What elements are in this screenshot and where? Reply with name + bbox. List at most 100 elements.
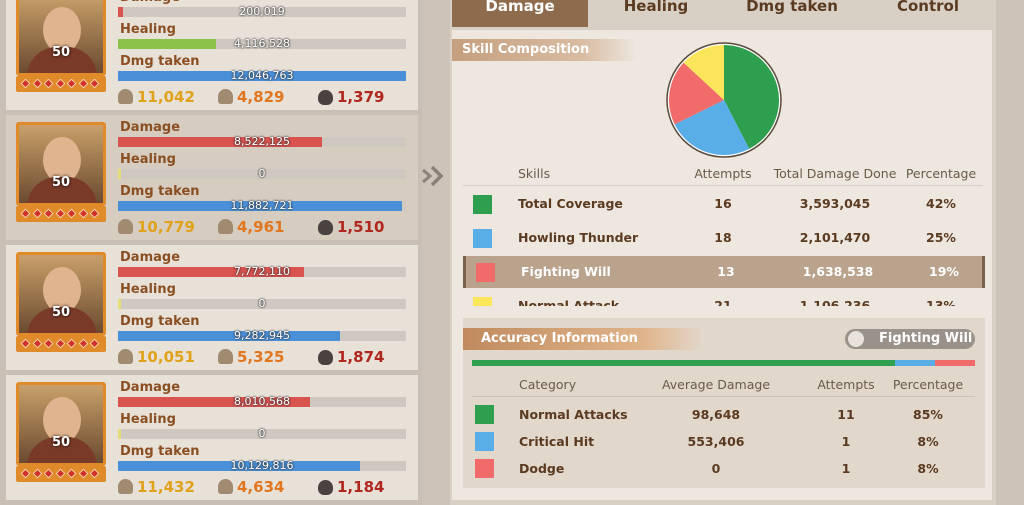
star-icon <box>43 338 54 349</box>
bar-value: 0 <box>258 297 266 310</box>
cell: 8% <box>917 461 939 476</box>
star-icon <box>89 468 100 479</box>
commander-level: 50 <box>51 435 71 450</box>
stat-icon <box>318 350 333 365</box>
stat-value: 10,779 <box>137 218 195 236</box>
color-swatch <box>473 195 492 214</box>
pie-slice <box>724 45 779 149</box>
column-header: Total Damage Done <box>773 166 897 181</box>
pie-chart <box>666 42 782 158</box>
star-row <box>16 466 106 482</box>
commander-card[interactable]: 50 Damage 8,522,125 Healing 0 Dmg taken 11,882… <box>6 115 418 240</box>
cell: Fighting Will <box>521 264 611 279</box>
cell: 11 <box>837 407 855 422</box>
bar-track <box>118 39 406 49</box>
star-icon <box>89 208 100 219</box>
bar-fill <box>118 267 304 277</box>
star-icon <box>32 78 42 89</box>
cell: 18 <box>714 230 732 245</box>
tab[interactable]: Healing <box>623 0 689 15</box>
bar-fill <box>118 397 310 407</box>
section-header: Accuracy Information <box>463 328 703 350</box>
bar-fill <box>118 461 361 471</box>
header-divider <box>463 185 983 186</box>
cell: Critical Hit <box>519 434 595 449</box>
portrait-head <box>43 7 81 53</box>
cell: 1 <box>841 461 851 476</box>
bar-value: 11,882,721 <box>230 199 294 212</box>
bar-value: 7,772,110 <box>234 265 290 278</box>
stat-label: Dmg taken <box>120 54 200 69</box>
stat-icon <box>118 349 133 364</box>
next-arrow[interactable] <box>420 161 450 191</box>
portrait-head <box>43 267 81 313</box>
cell: 85% <box>913 407 943 422</box>
commander-card[interactable]: 50 Damage 7,772,110 Healing 0 Dmg taken 9,282,… <box>6 245 418 370</box>
commander-card[interactable]: 50 Damage 200,019 Healing 4,116,528 Dmg taken… <box>6 0 418 110</box>
bar-fill <box>118 299 121 309</box>
cell: 8% <box>917 434 939 449</box>
star-icon <box>20 338 31 349</box>
color-swatch <box>476 263 495 282</box>
pie-slice <box>674 100 750 155</box>
star-icon <box>66 208 77 219</box>
tab[interactable]: Damage <box>452 0 588 27</box>
stat-icon <box>118 479 133 494</box>
bar-value: 4,116,528 <box>234 37 290 50</box>
color-swatch <box>475 432 494 451</box>
bar-fill <box>118 137 322 147</box>
color-swatch <box>473 229 492 248</box>
cell: Normal Attack <box>518 298 620 306</box>
star-icon <box>55 468 65 479</box>
star-icon <box>55 208 65 219</box>
stat-label: Damage <box>120 250 181 265</box>
cell: 25% <box>926 230 956 245</box>
skill-row[interactable]: Howling Thunder 18 2,101,470 25% <box>463 222 985 254</box>
tab[interactable]: Dmg taken <box>746 0 838 15</box>
cell: 1,638,538 <box>802 264 874 279</box>
bar-fill <box>118 331 340 341</box>
bar-fill <box>118 201 403 211</box>
cell: 553,406 <box>687 434 745 449</box>
column-header: Skills <box>518 166 551 181</box>
bar-fill <box>118 71 406 81</box>
star-row <box>16 336 106 352</box>
cell: Dodge <box>519 461 565 476</box>
cell: 2,101,470 <box>799 230 871 245</box>
star-icon <box>78 208 88 219</box>
star-icon <box>55 78 65 89</box>
commander-level: 50 <box>51 305 71 320</box>
star-icon <box>66 468 77 479</box>
stat-icon <box>218 349 233 364</box>
column-header: Attempts <box>817 377 875 392</box>
color-swatch <box>475 405 494 424</box>
stat-value: 4,634 <box>237 478 285 496</box>
column-header: Percentage <box>892 377 964 392</box>
cell: 13% <box>926 298 956 306</box>
column-header: Average Damage <box>661 377 771 392</box>
star-icon <box>78 338 88 349</box>
commander-card[interactable]: 50 Damage 8,010,568 Healing 0 Dmg taken 10,129… <box>6 375 418 500</box>
star-icon <box>20 78 31 89</box>
stat-label: Dmg taken <box>120 314 200 329</box>
cell: 98,648 <box>691 407 741 422</box>
stat-label: Dmg taken <box>120 184 200 199</box>
tab[interactable]: Control <box>896 0 959 15</box>
stat-label: Healing <box>120 152 176 167</box>
portrait <box>16 382 106 466</box>
skill-row[interactable]: Normal Attack 21 1,106,236 13% <box>463 290 985 306</box>
accuracy-box: Accuracy Information Fighting Will Categor… <box>463 318 985 488</box>
star-icon <box>32 208 42 219</box>
skill-row[interactable]: Total Coverage 16 3,593,045 42% <box>463 188 985 220</box>
portrait <box>16 252 106 336</box>
right-panel: Damage Healing Dmg taken Control Skill Compo… <box>450 0 996 505</box>
stat-value: 1,379 <box>337 88 385 106</box>
commander-level: 50 <box>51 45 71 60</box>
portrait <box>16 0 106 76</box>
bar-fill <box>118 429 121 439</box>
skill-filter-button[interactable]: Fighting Will <box>845 329 975 349</box>
bar-track <box>118 7 406 17</box>
skill-row[interactable]: Fighting Will 13 1,638,538 19% <box>463 256 985 288</box>
bar-track <box>118 169 406 179</box>
